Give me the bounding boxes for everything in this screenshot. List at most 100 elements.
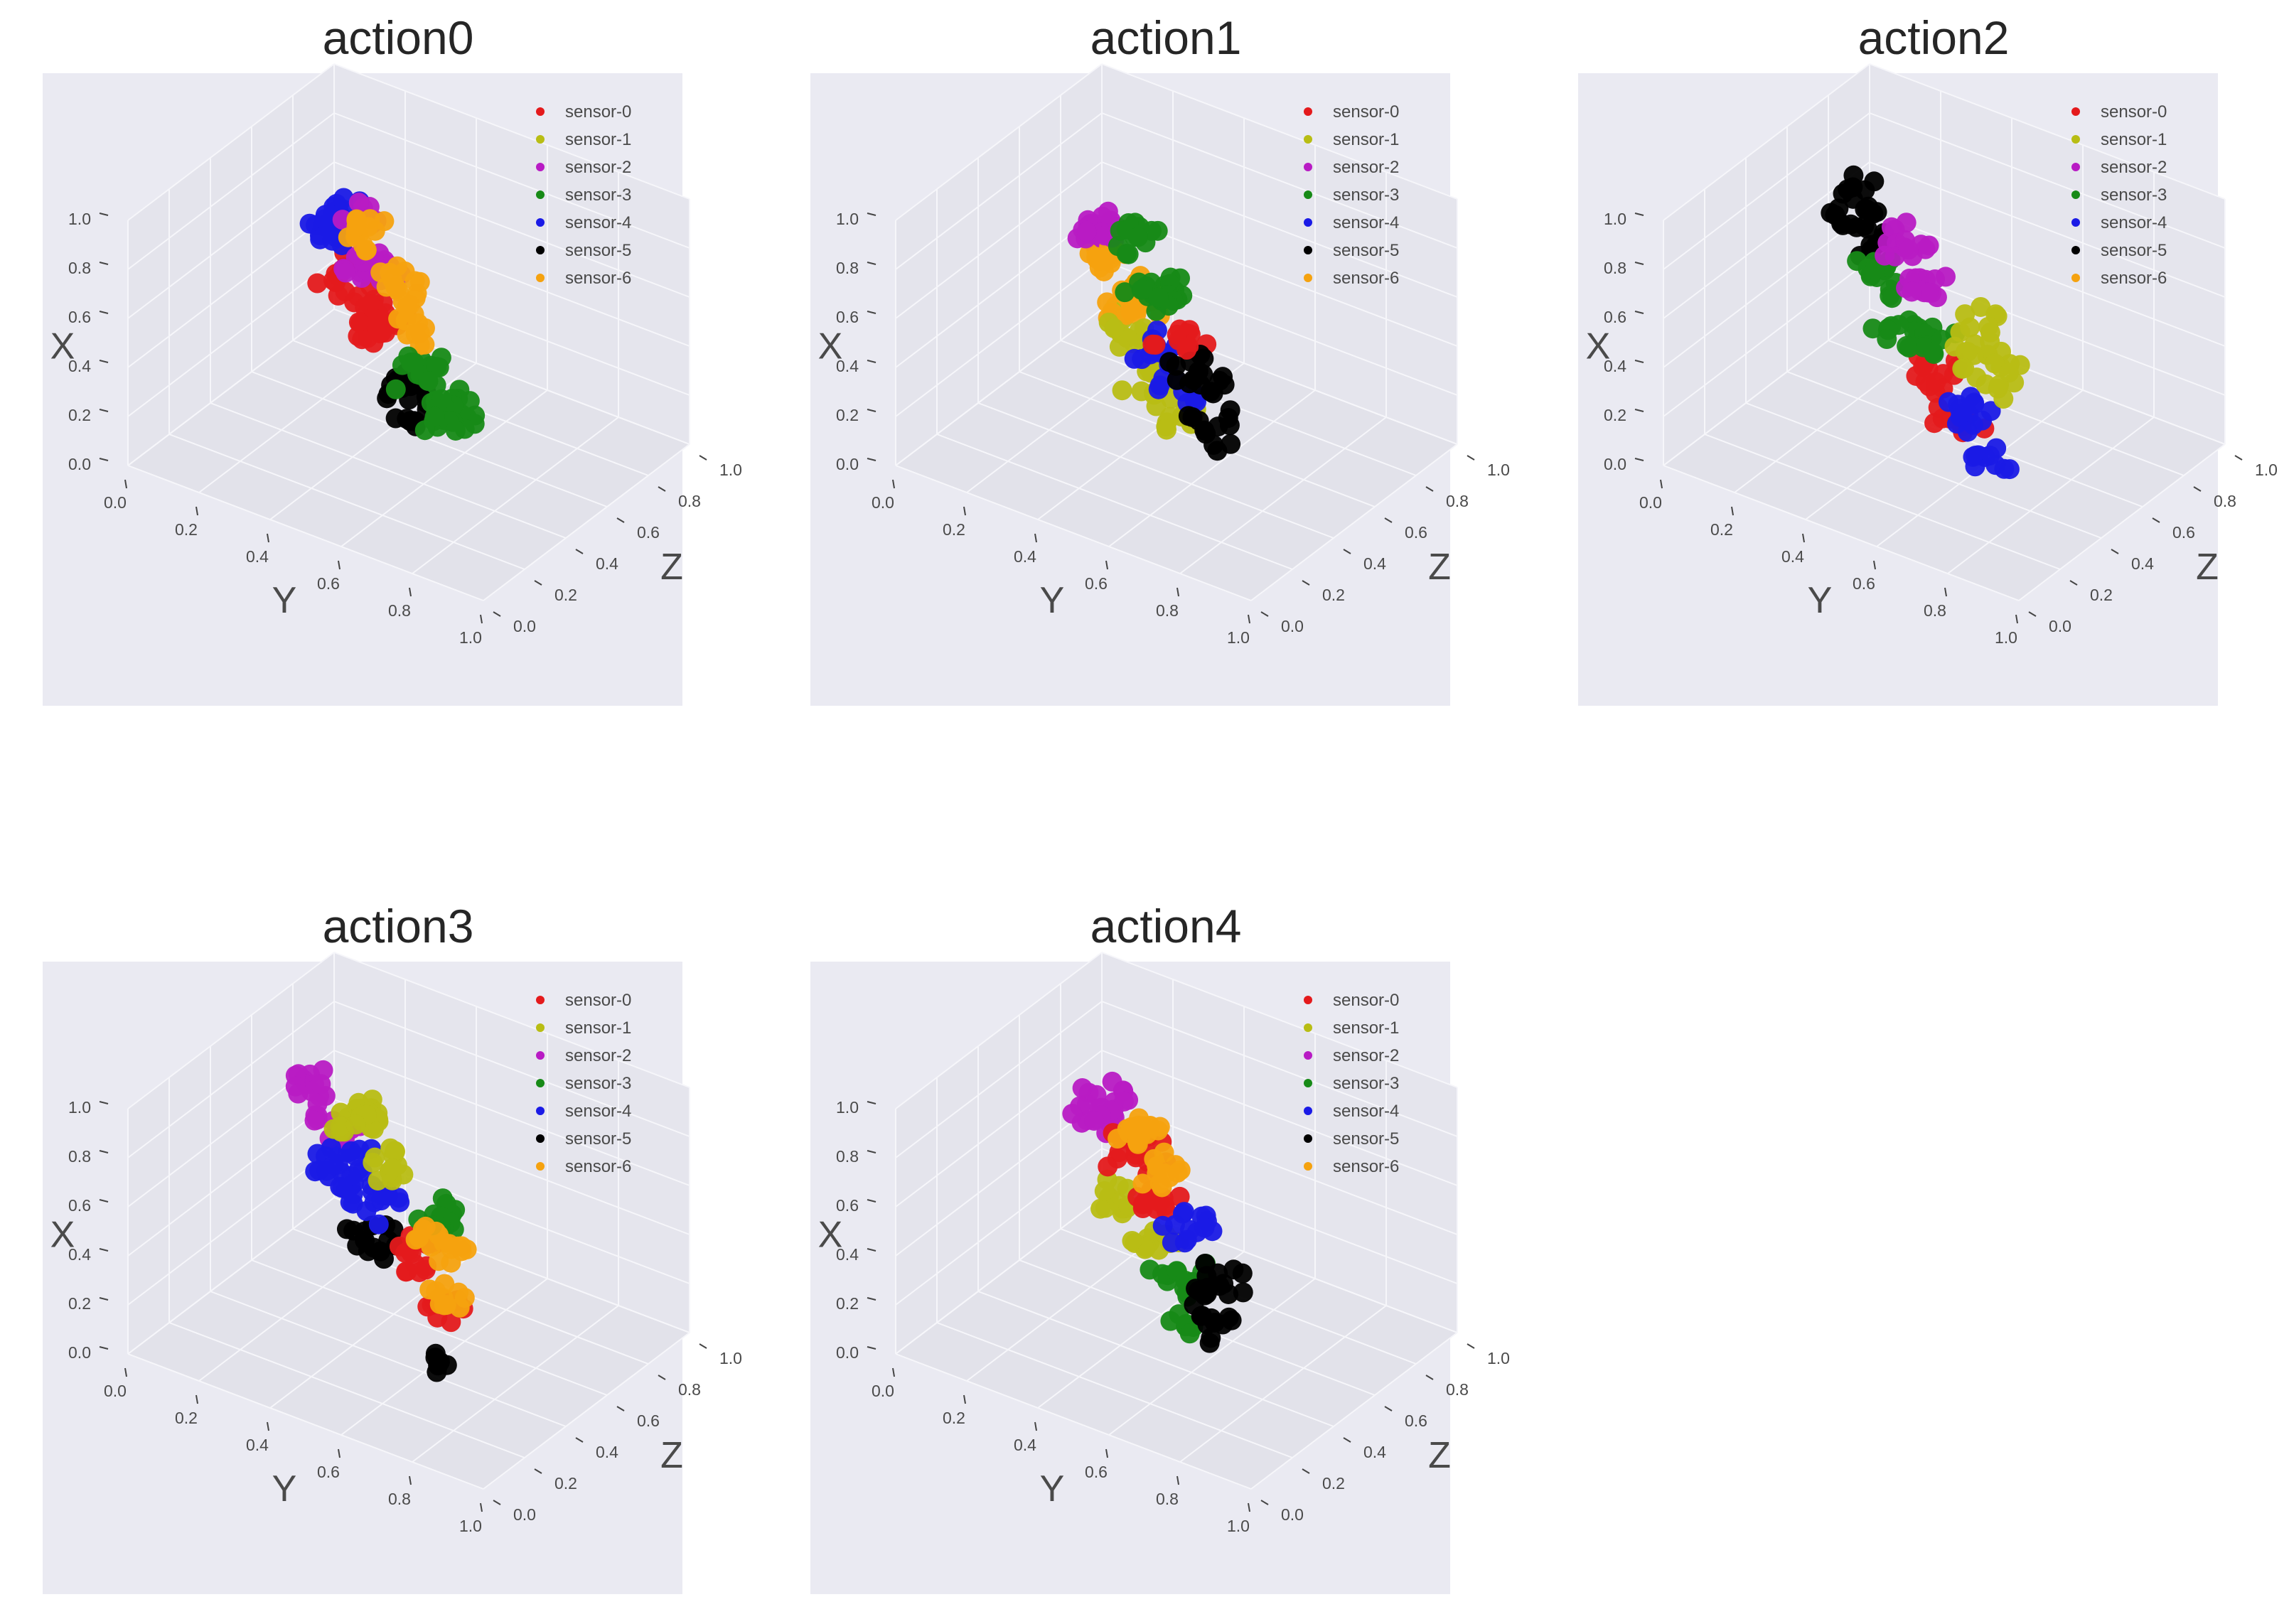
data-point — [1162, 1232, 1182, 1253]
x-tick-label: 0.2 — [1604, 406, 1626, 424]
legend-label: sensor-1 — [565, 1018, 631, 1038]
data-point — [288, 1083, 309, 1104]
legend-label: sensor-3 — [565, 185, 631, 205]
grid-line — [333, 1099, 690, 1235]
data-point — [1149, 375, 1170, 396]
x-tick-label: 0.6 — [836, 308, 859, 326]
grid-line — [1019, 371, 1376, 507]
y-tick-label: 0.0 — [1639, 493, 1662, 512]
data-point — [1190, 375, 1211, 395]
legend-marker — [2071, 274, 2080, 282]
legend-label: sensor-4 — [1333, 1102, 1399, 1121]
x-tick-mark — [867, 1199, 877, 1203]
grid-line — [895, 161, 1103, 319]
z-tick-label: 0.0 — [1281, 617, 1304, 635]
x-tick-label: 0.8 — [68, 1147, 91, 1166]
z-tick-label: 0.4 — [1363, 554, 1386, 573]
legend-marker — [1304, 1051, 1312, 1060]
data-point — [1094, 1181, 1115, 1201]
data-point — [1957, 341, 1978, 362]
data-point — [1132, 1116, 1153, 1136]
legend-label: sensor-3 — [565, 1074, 631, 1093]
grid-line — [1745, 402, 2102, 539]
floor-pane — [896, 1198, 1457, 1489]
data-point — [348, 312, 369, 333]
data-point — [404, 271, 425, 291]
y-tick-label: 1.0 — [1227, 628, 1250, 647]
y-tick-mark — [409, 587, 412, 597]
data-point — [1918, 282, 1939, 303]
y-tick-label: 0.6 — [1085, 574, 1108, 593]
chart-title: action0 — [322, 11, 474, 64]
data-point — [1875, 245, 1895, 266]
grid-line — [412, 1305, 619, 1463]
legend-label: sensor-4 — [565, 1102, 631, 1121]
data-point — [388, 308, 409, 329]
data-point — [1108, 1129, 1128, 1149]
y-tick-mark — [480, 1502, 483, 1512]
z-tick-label: 0.6 — [2172, 523, 2195, 542]
legend-marker — [536, 246, 545, 254]
z-tick-label: 1.0 — [719, 1349, 742, 1367]
grid-line — [1101, 1001, 1458, 1137]
grid-line — [333, 952, 690, 1088]
grid-line — [1663, 210, 1870, 368]
data-point — [368, 1171, 388, 1191]
x-tick-label: 0.4 — [836, 1245, 859, 1264]
y-axis-label: Y — [272, 1468, 297, 1510]
x-tick-mark — [99, 213, 109, 216]
data-point — [1233, 1282, 1253, 1303]
legend-marker — [536, 218, 545, 227]
legend-label: sensor-3 — [1333, 185, 1399, 205]
grid-line — [1663, 112, 1870, 270]
grid-line — [1179, 1305, 1387, 1463]
z-tick-mark — [658, 486, 666, 492]
z-tick-label: 0.4 — [2131, 554, 2154, 573]
grid-line — [333, 1001, 690, 1137]
grid-line — [1108, 389, 1316, 547]
z-tick-label: 0.6 — [637, 1411, 660, 1430]
legend-marker — [536, 1134, 545, 1143]
x-tick-mark — [99, 1199, 109, 1203]
z-tick-mark — [2193, 486, 2202, 492]
data-point — [1090, 1198, 1111, 1219]
x-tick-label: 0.2 — [68, 406, 91, 424]
grid-line — [1108, 1278, 1316, 1436]
x-tick-label: 0.8 — [836, 259, 859, 277]
grid-line — [1101, 952, 1458, 1088]
grid-line — [1869, 210, 2226, 347]
data-point — [1076, 222, 1097, 242]
z-tick-label: 1.0 — [1487, 461, 1510, 479]
grid-line — [895, 63, 1103, 221]
legend-marker — [2071, 163, 2080, 171]
grid-line — [977, 402, 1334, 539]
legend-label: sensor-6 — [565, 269, 631, 288]
grid-line — [127, 112, 335, 270]
z-tick-mark — [534, 580, 542, 586]
data-point — [1152, 1177, 1172, 1198]
x-tick-label: 0.4 — [68, 357, 91, 375]
y-tick-mark — [124, 1367, 127, 1377]
x-axis-label: X — [1586, 326, 1611, 367]
x-tick-label: 0.0 — [1604, 455, 1626, 473]
y-tick-mark — [267, 533, 269, 543]
legend-label: sensor-1 — [1333, 130, 1399, 149]
y-tick-label: 0.8 — [1924, 601, 1946, 620]
legend-label: sensor-5 — [2101, 241, 2167, 260]
z-tick-mark — [616, 1406, 625, 1411]
legend-label: sensor-0 — [565, 991, 631, 1010]
z-tick-label: 0.8 — [678, 492, 701, 510]
x-tick-mark — [1634, 458, 1644, 461]
data-point — [1072, 1078, 1093, 1099]
x-tick-label: 0.0 — [68, 455, 91, 473]
data-point — [1191, 1306, 1211, 1326]
data-point — [1132, 1198, 1153, 1219]
grid-line — [210, 402, 567, 539]
legend-label: sensor-5 — [565, 1129, 631, 1149]
y-tick-label: 0.8 — [388, 1490, 411, 1508]
grid-line — [936, 1322, 1293, 1458]
grid-line — [341, 389, 548, 547]
grid-line — [895, 1050, 1103, 1208]
legend-label: sensor-2 — [2101, 158, 2167, 177]
data-point — [345, 1114, 366, 1135]
